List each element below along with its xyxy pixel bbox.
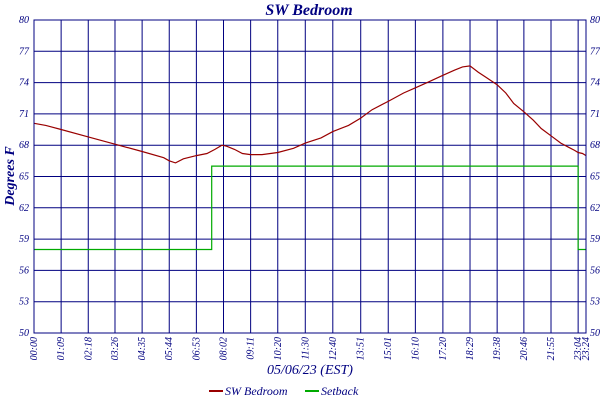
x-tick-label: 05:44 <box>164 337 175 360</box>
y-tick-label-left: 71 <box>19 109 29 120</box>
series-line-sw-bedroom <box>33 65 587 164</box>
x-axis-label: 05/06/23 (EST) <box>267 363 353 378</box>
series-lines <box>33 65 587 251</box>
plot-frame <box>33 19 587 334</box>
x-tick-label: 11:30 <box>300 337 311 360</box>
y-tick-label-right: 56 <box>590 265 600 276</box>
x-tick-label: 15:01 <box>383 337 394 360</box>
y-tick-label-left: 68 <box>19 140 29 151</box>
grid-lines <box>33 19 587 334</box>
y-tick-labels-right: 50 53 56 59 62 65 68 71 74 77 80 <box>590 15 600 339</box>
x-tick-label: 17:20 <box>438 337 449 360</box>
y-tick-label-right: 71 <box>590 109 600 120</box>
y-tick-label-left: 56 <box>19 265 29 276</box>
y-tick-label-right: 50 <box>590 328 600 339</box>
x-tick-label: 12:40 <box>328 337 339 360</box>
x-tick-label: 23:04 <box>573 337 584 360</box>
legend-label-setback: Setback <box>321 384 359 398</box>
x-tick-label: 00:00 <box>29 337 40 360</box>
y-tick-label-left: 53 <box>19 297 29 308</box>
y-tick-label-left: 74 <box>19 78 29 89</box>
legend-label-sw-bedroom: SW Bedroom <box>225 384 288 398</box>
y-tick-label-right: 62 <box>590 203 600 214</box>
series-line-setback <box>34 165 586 251</box>
y-tick-label-left: 80 <box>19 15 29 26</box>
y-tick-label-right: 80 <box>590 15 600 26</box>
y-tick-label-left: 65 <box>19 172 29 183</box>
x-tick-label: 08:02 <box>219 337 230 360</box>
y-tick-label-right: 59 <box>590 234 600 245</box>
legend: SW Bedroom Setback <box>209 384 359 398</box>
x-tick-label: 20:46 <box>519 337 530 360</box>
x-tick-labels: 00:00 01:09 02:18 03:26 04:35 05:44 06:53 08:02… <box>29 337 592 360</box>
y-tick-label-left: 62 <box>19 203 29 214</box>
y-tick-label-left: 77 <box>19 46 30 57</box>
y-tick-label-left: 59 <box>19 234 29 245</box>
y-tick-label-right: 53 <box>590 297 600 308</box>
y-tick-label-right: 74 <box>590 78 600 89</box>
y-tick-label-right: 77 <box>590 46 600 57</box>
x-tick-label: 13:51 <box>356 337 367 360</box>
y-tick-labels-left: 50 53 56 59 62 65 68 71 74 77 80 <box>19 15 30 339</box>
x-tick-label: 03:26 <box>110 337 121 360</box>
y-axis-label: Degrees F <box>3 146 18 207</box>
x-tick-label: 01:09 <box>56 337 67 360</box>
x-tick-label: 04:35 <box>137 337 148 360</box>
x-tick-label: 21:55 <box>546 337 557 360</box>
x-tick-label: 02:18 <box>83 337 94 360</box>
x-tick-label: 18:29 <box>465 337 476 360</box>
y-tick-label-right: 65 <box>590 172 600 183</box>
x-tick-label: 16:10 <box>410 337 421 360</box>
chart-title: SW Bedroom <box>265 2 352 19</box>
x-tick-label: 10:20 <box>273 337 284 360</box>
x-tick-label: 09:11 <box>246 337 257 360</box>
x-tick-label: 06:53 <box>191 337 202 360</box>
y-tick-label-right: 68 <box>590 140 600 151</box>
y-tick-label-left: 50 <box>19 328 29 339</box>
x-tick-label: 23:24 <box>581 337 592 360</box>
x-tick-label: 19:38 <box>492 337 503 360</box>
